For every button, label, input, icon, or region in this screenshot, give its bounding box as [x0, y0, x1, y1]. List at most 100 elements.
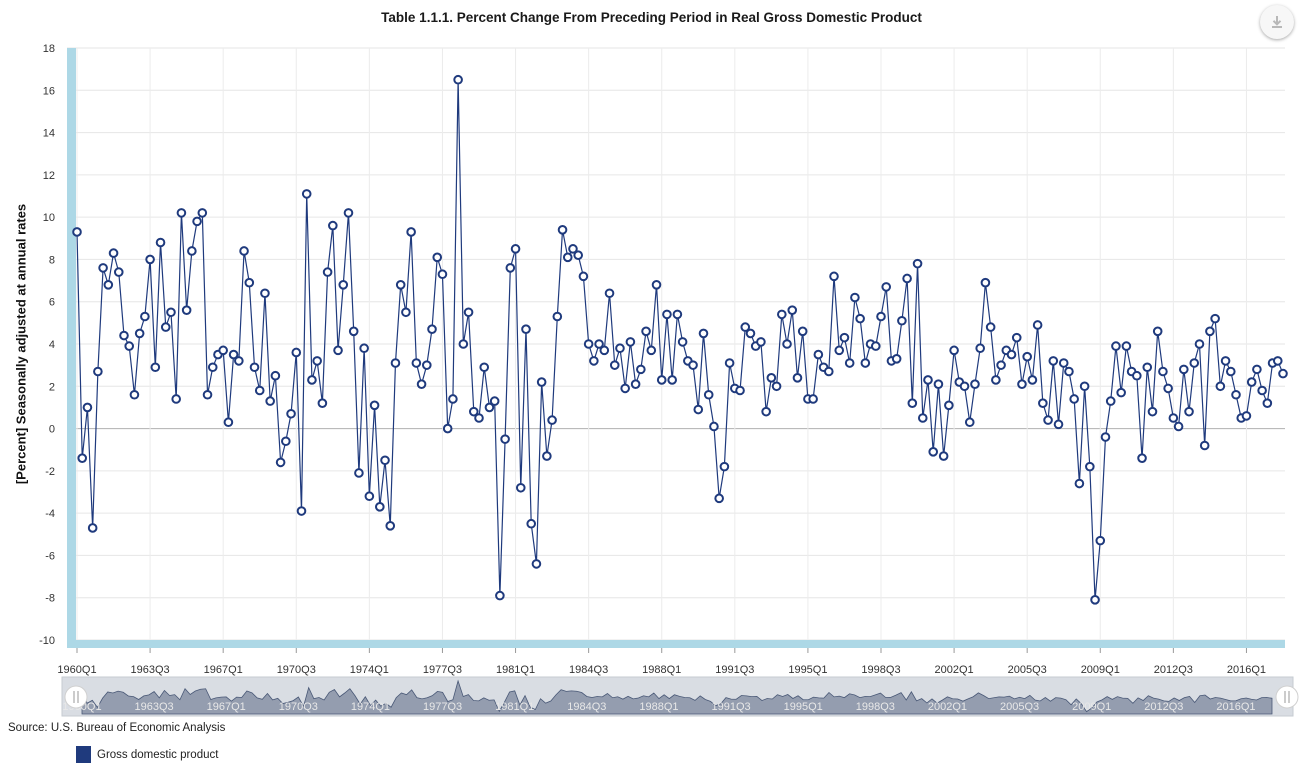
data-point[interactable]	[338, 280, 349, 290]
data-point[interactable]	[1168, 413, 1179, 423]
data-point[interactable]	[1163, 383, 1173, 394]
data-point[interactable]	[1032, 320, 1043, 330]
data-point[interactable]	[604, 288, 615, 299]
data-point[interactable]	[291, 347, 302, 358]
data-point[interactable]	[698, 328, 709, 339]
data-point[interactable]	[442, 423, 453, 434]
data-point[interactable]	[876, 311, 886, 322]
data-point[interactable]	[813, 349, 824, 360]
data-point[interactable]	[234, 356, 244, 366]
data-point[interactable]	[129, 389, 140, 400]
data-point[interactable]	[239, 246, 249, 256]
data-point[interactable]	[808, 394, 818, 404]
data-point[interactable]	[1043, 415, 1053, 425]
data-point[interactable]	[1027, 375, 1038, 385]
data-point[interactable]	[187, 246, 197, 256]
data-point[interactable]	[688, 360, 698, 370]
data-point[interactable]	[1069, 394, 1079, 404]
data-point[interactable]	[1048, 356, 1059, 366]
data-point[interactable]	[197, 208, 208, 218]
data-point[interactable]	[557, 225, 568, 235]
data-point[interactable]	[797, 326, 808, 337]
data-point[interactable]	[562, 252, 573, 263]
data-point[interactable]	[395, 280, 406, 290]
data-point[interactable]	[1121, 341, 1132, 351]
data-point[interactable]	[364, 491, 375, 502]
data-point[interactable]	[275, 457, 286, 468]
data-point[interactable]	[249, 362, 260, 373]
data-point[interactable]	[510, 244, 521, 254]
navigator-left-handle[interactable]	[64, 685, 88, 709]
data-point[interactable]	[1184, 406, 1194, 417]
data-point[interactable]	[1257, 385, 1267, 396]
data-point[interactable]	[1064, 366, 1074, 377]
data-point[interactable]	[301, 189, 312, 199]
data-point[interactable]	[970, 379, 980, 389]
data-point[interactable]	[1179, 364, 1189, 375]
data-point[interactable]	[489, 396, 500, 406]
data-point[interactable]	[322, 267, 333, 277]
data-point[interactable]	[573, 250, 583, 260]
data-point[interactable]	[589, 356, 599, 366]
data-point[interactable]	[1173, 421, 1184, 432]
data-point[interactable]	[500, 434, 510, 444]
data-point[interactable]	[552, 311, 563, 322]
data-point[interactable]	[709, 421, 719, 432]
data-point[interactable]	[672, 309, 683, 320]
data-point[interactable]	[1090, 595, 1100, 605]
data-point[interactable]	[181, 305, 192, 315]
data-point[interactable]	[468, 406, 479, 417]
data-point[interactable]	[479, 362, 490, 373]
data-point[interactable]	[98, 263, 108, 273]
data-point[interactable]	[1241, 411, 1252, 421]
data-point[interactable]	[740, 322, 751, 332]
data-point[interactable]	[1111, 341, 1121, 351]
data-point[interactable]	[855, 313, 865, 324]
data-point[interactable]	[531, 559, 542, 569]
data-point[interactable]	[270, 370, 281, 381]
data-point[interactable]	[108, 248, 119, 258]
data-point[interactable]	[244, 277, 255, 288]
data-point[interactable]	[1147, 406, 1158, 417]
data-point[interactable]	[1085, 461, 1095, 472]
data-point[interactable]	[536, 377, 547, 387]
data-point[interactable]	[380, 455, 390, 466]
data-point[interactable]	[1074, 478, 1085, 489]
data-point[interactable]	[260, 288, 270, 299]
data-point[interactable]	[991, 375, 1001, 385]
data-point[interactable]	[609, 360, 620, 370]
data-point[interactable]	[891, 354, 902, 364]
navigator-right-handle[interactable]	[1275, 685, 1299, 709]
data-point[interactable]	[870, 341, 881, 351]
data-point[interactable]	[265, 396, 275, 406]
data-point[interactable]	[1053, 419, 1064, 430]
data-point[interactable]	[421, 360, 432, 370]
data-point[interactable]	[583, 339, 594, 349]
data-point[interactable]	[1105, 396, 1116, 406]
data-point[interactable]	[542, 451, 552, 461]
data-point[interactable]	[975, 343, 985, 354]
data-point[interactable]	[103, 280, 114, 290]
data-point[interactable]	[850, 292, 860, 303]
data-point[interactable]	[416, 379, 427, 389]
data-point[interactable]	[333, 345, 343, 356]
data-point[interactable]	[1220, 356, 1231, 366]
data-point[interactable]	[192, 216, 202, 227]
data-point[interactable]	[463, 307, 474, 318]
handle-knob[interactable]	[1275, 685, 1299, 709]
data-point[interactable]	[437, 269, 448, 280]
data-point[interactable]	[933, 379, 944, 389]
data-point[interactable]	[949, 345, 959, 356]
data-point[interactable]	[1011, 332, 1022, 343]
data-point[interactable]	[140, 311, 150, 322]
data-point[interactable]	[171, 394, 181, 404]
data-point[interactable]	[703, 389, 714, 400]
data-point[interactable]	[912, 258, 923, 269]
data-point[interactable]	[296, 506, 307, 516]
data-point[interactable]	[641, 326, 651, 337]
data-point[interactable]	[119, 330, 129, 341]
data-point[interactable]	[599, 345, 610, 356]
data-point[interactable]	[881, 282, 892, 292]
data-point[interactable]	[160, 322, 171, 332]
data-point[interactable]	[458, 339, 469, 349]
